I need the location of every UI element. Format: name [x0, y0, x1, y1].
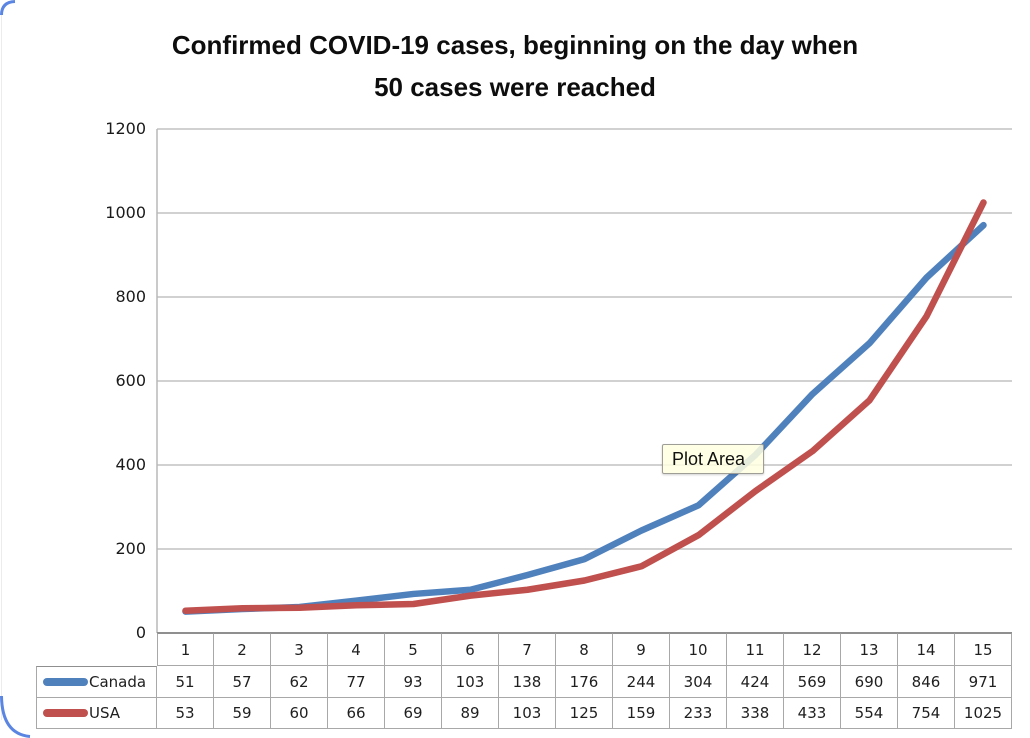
y-axis-tick-label: 600: [115, 371, 146, 390]
usa-series-line[interactable]: [182, 199, 987, 614]
canada-swatch-icon: [43, 678, 88, 686]
usa-value-cell: 89: [442, 698, 499, 729]
y-axis-tick-label: 1200: [105, 119, 146, 138]
day-header-cell: 13: [841, 633, 898, 666]
day-header-cell: 1: [157, 633, 214, 666]
day-header-cell: 11: [727, 633, 784, 666]
usa-value-cell: 233: [670, 698, 727, 729]
data-table: 1 2 3 4 5 6 7 8 9 10 11 12 13 14 15 Canada 51 57 62 77 93 103…: [36, 633, 1012, 729]
day-header-cell: 5: [385, 633, 442, 666]
day-header-cell: 8: [556, 633, 613, 666]
y-axis-tick-label: 800: [115, 287, 146, 306]
left-edge-line: [1, 14, 2, 720]
chart-title-line-2: 50 cases were reached: [374, 72, 656, 102]
day-header-cell: 14: [898, 633, 955, 666]
usa-value-cell: 554: [841, 698, 898, 729]
legend-item-canada[interactable]: Canada: [36, 666, 157, 698]
usa-value-cell: 1025: [955, 698, 1012, 729]
y-axis-tick-label: 0: [135, 623, 146, 642]
y-axis-tick-label: 200: [115, 539, 146, 558]
usa-value-cell: 125: [556, 698, 613, 729]
usa-value-cell: 433: [784, 698, 841, 729]
canada-value-cell: 569: [784, 666, 841, 698]
usa-swatch-icon: [43, 709, 88, 717]
canada-value-cell: 244: [613, 666, 670, 698]
y-axis-tick-label: 1000: [105, 203, 146, 222]
usa-value-cell: 53: [157, 698, 214, 729]
day-header-cell: 10: [670, 633, 727, 666]
day-header-cell: 15: [955, 633, 1012, 666]
canada-value-cell: 176: [556, 666, 613, 698]
usa-value-cell: 66: [328, 698, 385, 729]
legend-item-usa[interactable]: USA: [36, 698, 157, 729]
usa-value-cell: 59: [214, 698, 271, 729]
usa-value-cell: 338: [727, 698, 784, 729]
chart-title: Confirmed COVID-19 cases, beginning on t…: [0, 24, 1030, 108]
canada-value-cell: 57: [214, 666, 271, 698]
usa-value-cell: 60: [271, 698, 328, 729]
canada-value-cell: 51: [157, 666, 214, 698]
plot-area-tooltip-label: Plot Area: [672, 448, 746, 469]
y-axis-tick-label: 400: [115, 455, 146, 474]
table-corner-spacer: [36, 633, 157, 666]
canada-value-cell: 77: [328, 666, 385, 698]
canada-value-cell: 690: [841, 666, 898, 698]
canada-value-cell: 93: [385, 666, 442, 698]
canada-value-cell: 103: [442, 666, 499, 698]
canada-value-cell: 424: [727, 666, 784, 698]
day-header-cell: 12: [784, 633, 841, 666]
canada-value-cell: 304: [670, 666, 727, 698]
usa-value-cell: 103: [499, 698, 556, 729]
plot-area-tooltip: Plot Area: [662, 444, 764, 474]
day-header-cell: 3: [271, 633, 328, 666]
canada-legend-label: Canada: [89, 673, 147, 691]
canada-value-cell: 138: [499, 666, 556, 698]
canada-value-cell: 846: [898, 666, 955, 698]
chart-title-line-1: Confirmed COVID-19 cases, beginning on t…: [171, 30, 859, 60]
day-header-cell: 4: [328, 633, 385, 666]
usa-value-cell: 69: [385, 698, 442, 729]
day-header-cell: 9: [613, 633, 670, 666]
canada-value-cell: 62: [271, 666, 328, 698]
day-header-cell: 2: [214, 633, 271, 666]
canada-series-line[interactable]: [182, 221, 987, 615]
usa-value-cell: 159: [613, 698, 670, 729]
day-header-cell: 6: [442, 633, 499, 666]
day-header-cell: 7: [499, 633, 556, 666]
canada-value-cell: 971: [955, 666, 1012, 698]
usa-value-cell: 754: [898, 698, 955, 729]
usa-legend-label: USA: [89, 704, 121, 722]
